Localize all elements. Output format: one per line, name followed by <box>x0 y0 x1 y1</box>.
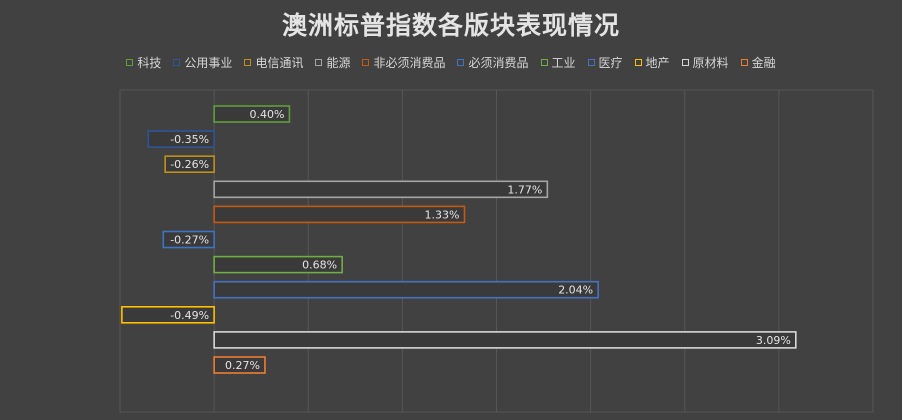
legend-label: 电信通讯 <box>255 56 304 70</box>
legend-item: 非必须消费品 <box>362 54 445 71</box>
legend-item: 科技 <box>126 54 161 71</box>
data-label: 0.40% <box>249 108 284 121</box>
legend-swatch <box>126 59 134 66</box>
legend-item: 公用事业 <box>173 54 232 71</box>
legend-label: 非必须消费品 <box>373 56 446 70</box>
legend-swatch <box>681 59 689 66</box>
legend-item: 地产 <box>634 54 670 71</box>
bar <box>213 105 291 123</box>
legend-label: 工业 <box>551 56 576 70</box>
bar <box>162 230 215 249</box>
legend-swatch <box>362 59 370 66</box>
bar <box>213 205 466 224</box>
bar <box>213 331 797 349</box>
data-label: -0.49% <box>170 309 209 322</box>
bar <box>213 280 599 299</box>
data-label: 2.04% <box>558 284 593 297</box>
legend-item: 必须消费品 <box>457 54 529 71</box>
legend-item: 电信通讯 <box>244 54 303 71</box>
legend-label: 地产 <box>645 56 670 70</box>
legend-swatch <box>540 59 548 66</box>
data-label: 0.27% <box>225 359 260 372</box>
data-label: -0.27% <box>170 234 209 247</box>
legend-item: 金融 <box>740 54 776 71</box>
legend-label: 金融 <box>751 56 776 70</box>
legend-swatch <box>587 59 595 66</box>
chart-title: 澳洲标普指数各版块表现情况 <box>281 11 620 40</box>
data-label: 1.77% <box>507 183 542 196</box>
legend-swatch <box>173 59 181 66</box>
legend-label: 公用事业 <box>184 56 233 70</box>
legend-label: 原材料 <box>692 56 729 70</box>
data-label: 3.09% <box>756 334 791 347</box>
legend-item: 原材料 <box>681 54 729 71</box>
bar <box>164 155 215 173</box>
bar <box>213 356 266 374</box>
bar <box>213 180 549 199</box>
legend-swatch <box>457 59 465 66</box>
legend-swatch <box>315 59 323 66</box>
legend-item: 能源 <box>315 54 350 71</box>
data-label: -0.26% <box>170 158 209 171</box>
legend-label: 医疗 <box>598 56 623 70</box>
legend-swatch <box>244 59 252 66</box>
legend-label: 科技 <box>137 56 162 70</box>
data-label: 1.33% <box>425 208 460 221</box>
bar <box>121 305 215 324</box>
data-label: -0.35% <box>170 133 209 146</box>
legend-swatch <box>634 59 642 66</box>
legend-item: 工业 <box>540 54 576 71</box>
legend-label: 能源 <box>326 56 351 70</box>
bar <box>213 255 343 274</box>
legend-label: 必须消费品 <box>468 56 529 70</box>
legend-item: 医疗 <box>587 54 623 71</box>
legend-swatch <box>740 59 748 66</box>
legend: 科技 公用事业 电信通讯 能源 非必须消费品 必须消费品 工业 医疗 地产 原材料 金融 <box>0 54 902 71</box>
bar <box>147 130 215 148</box>
data-label: 0.68% <box>302 259 337 272</box>
